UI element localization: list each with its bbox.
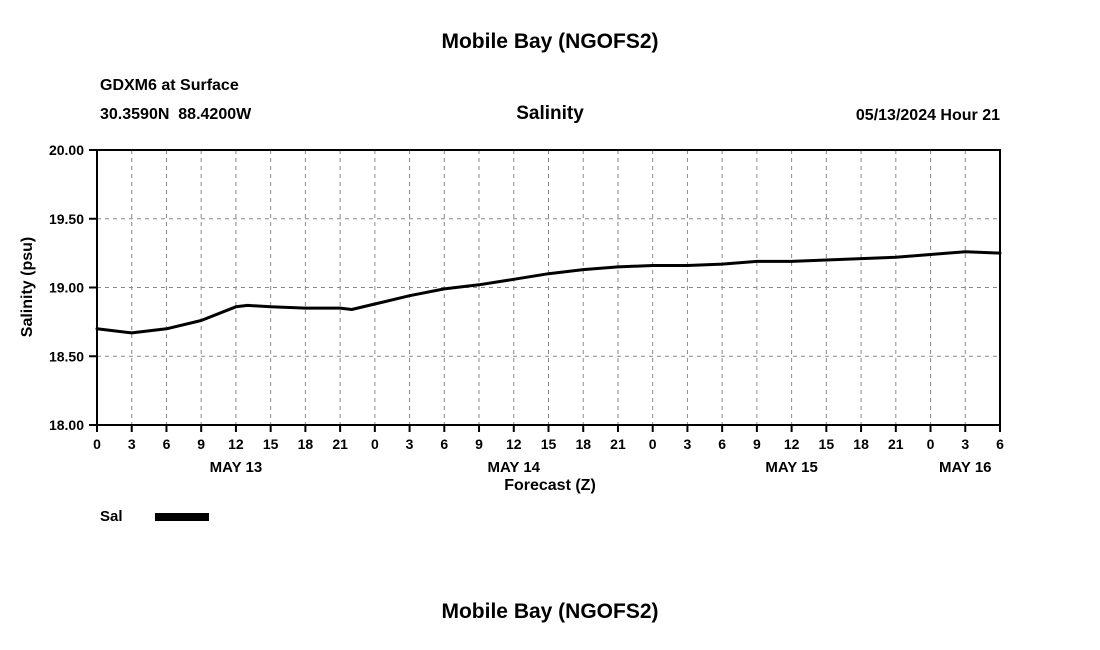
- station-coordinates: 30.3590N 88.4200W: [100, 106, 252, 123]
- legend: Sal: [100, 508, 209, 525]
- svg-text:3: 3: [128, 436, 136, 452]
- svg-text:MAY 14: MAY 14: [487, 459, 540, 476]
- svg-text:18: 18: [298, 436, 314, 452]
- svg-text:18: 18: [575, 436, 591, 452]
- svg-text:0: 0: [649, 436, 657, 452]
- svg-text:20.00: 20.00: [49, 142, 84, 158]
- svg-text:12: 12: [228, 436, 244, 452]
- svg-text:18.00: 18.00: [49, 417, 84, 433]
- svg-text:9: 9: [475, 436, 483, 452]
- svg-text:6: 6: [996, 436, 1004, 452]
- svg-text:3: 3: [406, 436, 414, 452]
- svg-text:15: 15: [541, 436, 557, 452]
- svg-text:12: 12: [506, 436, 522, 452]
- svg-text:18: 18: [853, 436, 869, 452]
- svg-text:MAY 13: MAY 13: [210, 459, 263, 476]
- svg-text:21: 21: [332, 436, 348, 452]
- page-title-top: Mobile Bay (NGOFS2): [441, 30, 659, 53]
- chart-title: Salinity: [516, 103, 584, 124]
- svg-text:3: 3: [684, 436, 692, 452]
- svg-text:6: 6: [718, 436, 726, 452]
- svg-text:9: 9: [753, 436, 761, 452]
- svg-text:21: 21: [888, 436, 904, 452]
- svg-text:0: 0: [927, 436, 935, 452]
- svg-text:19.00: 19.00: [49, 280, 84, 296]
- legend-label-sal: Sal: [100, 508, 123, 525]
- svg-text:6: 6: [440, 436, 448, 452]
- svg-text:15: 15: [263, 436, 279, 452]
- svg-text:15: 15: [819, 436, 835, 452]
- page-title-bottom: Mobile Bay (NGOFS2): [441, 600, 659, 623]
- svg-text:0: 0: [371, 436, 379, 452]
- svg-text:21: 21: [610, 436, 626, 452]
- svg-text:19.50: 19.50: [49, 211, 84, 227]
- svg-text:3: 3: [961, 436, 969, 452]
- svg-text:9: 9: [197, 436, 205, 452]
- svg-text:18.50: 18.50: [49, 348, 84, 364]
- svg-text:MAY 15: MAY 15: [765, 459, 818, 476]
- svg-text:0: 0: [93, 436, 101, 452]
- station-name: GDXM6 at Surface: [100, 77, 239, 94]
- x-axis-label: Forecast (Z): [504, 477, 596, 494]
- svg-text:6: 6: [163, 436, 171, 452]
- legend-line-swatch: [154, 512, 209, 521]
- svg-text:MAY 16: MAY 16: [939, 459, 992, 476]
- svg-text:12: 12: [784, 436, 800, 452]
- forecast-datetime: 05/13/2024 Hour 21: [855, 107, 1000, 124]
